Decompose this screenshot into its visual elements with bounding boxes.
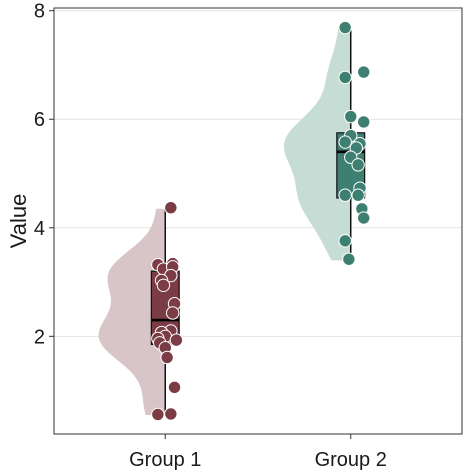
point-group-2-11	[351, 158, 365, 172]
point-group-1-15	[169, 333, 184, 347]
point-group-2-5	[357, 115, 371, 129]
axes: 2 4 6 8 Group 1 Group 2	[34, 1, 463, 471]
point-group-2-14	[338, 188, 352, 202]
y-tick-label-4: 4	[34, 218, 45, 240]
point-group-2-2	[357, 65, 371, 79]
point-group-1-1	[164, 201, 178, 215]
point-group-1-10	[165, 306, 180, 320]
y-axis-title: Value	[6, 194, 31, 249]
violin-group-2	[283, 26, 351, 261]
x-tick-label-group-2: Group 2	[315, 449, 387, 471]
grid-lines	[54, 10, 462, 337]
points-layer	[151, 20, 371, 422]
point-group-1-21	[164, 407, 178, 421]
point-group-2-7	[338, 135, 352, 149]
panel-border	[53, 7, 463, 435]
x-tick-label-group-1: Group 1	[129, 449, 201, 471]
point-group-1-8	[156, 278, 171, 293]
point-group-1-19	[167, 380, 182, 395]
violin-group-1	[98, 208, 166, 416]
y-tick-label-8: 8	[34, 1, 45, 23]
point-group-2-17	[338, 234, 352, 248]
point-group-2-18	[342, 252, 356, 266]
y-tick-label-6: 6	[34, 109, 45, 131]
point-group-2-16	[357, 211, 371, 225]
point-group-2-1	[338, 20, 352, 35]
point-group-1-20	[151, 407, 165, 422]
violin-layer	[98, 26, 351, 416]
point-group-2-13	[351, 188, 365, 202]
point-group-1-18	[160, 350, 174, 365]
point-group-2-3	[338, 70, 352, 85]
y-tick-label-2: 2	[34, 326, 45, 348]
point-group-2-4	[344, 109, 358, 124]
